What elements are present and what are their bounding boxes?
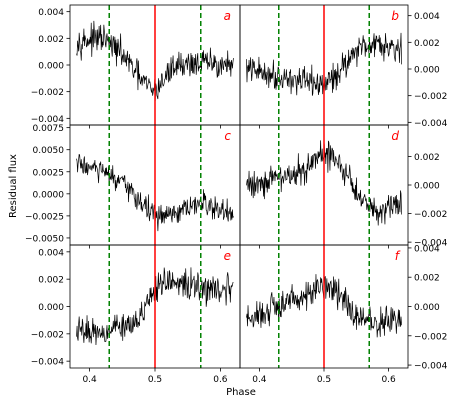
y-tick-label: −0.002 xyxy=(31,88,64,98)
panel-letter: a xyxy=(224,9,231,23)
y-tick-label: 0.004 xyxy=(414,244,440,254)
panel-a: −0.004 −0.002 0.000 0.002 0.004 a xyxy=(31,4,241,129)
x-tick-label: 0.6 xyxy=(381,375,396,385)
y-tick-label: 0.002 xyxy=(38,35,64,45)
x-tick-label: 0.5 xyxy=(148,375,162,385)
y-tick-label: 0.002 xyxy=(414,39,440,49)
y-tick-label: −0.002 xyxy=(414,92,447,102)
y-tick-label: 0.000 xyxy=(38,303,64,313)
panel-c: −0.0050 −0.0025 0.0000 0.0025 0.0050 0.0075 c xyxy=(25,124,241,249)
y-tick-label: 0.0000 xyxy=(33,190,65,200)
panel-letter: c xyxy=(224,129,231,143)
panel-letter: e xyxy=(224,249,231,263)
x-axis-label: Phase xyxy=(226,387,256,398)
x-tick-label: 0.4 xyxy=(82,375,97,385)
y-tick-label: 0.002 xyxy=(414,274,440,284)
y-tick-label: 0.000 xyxy=(414,182,440,192)
y-tick-label: −0.0025 xyxy=(25,212,64,222)
x-tick-label: 0.5 xyxy=(317,375,331,385)
y-tick-label: −0.004 xyxy=(414,239,448,249)
y-tick-label: 0.0025 xyxy=(33,168,65,178)
y-tick-label: 0.004 xyxy=(414,12,440,22)
panel-b: −0.004 −0.002 0.000 0.002 0.004 b xyxy=(239,4,448,129)
y-tick-label: 0.002 xyxy=(414,153,440,163)
y-tick-label: 0.000 xyxy=(414,303,440,313)
y-tick-label: 0.000 xyxy=(414,66,440,76)
y-tick-label: −0.004 xyxy=(31,115,65,125)
y-axis-label: Residual flux xyxy=(8,154,19,218)
x-tick-label: 0.4 xyxy=(252,375,267,385)
x-tick-label: 0.6 xyxy=(213,375,228,385)
panel-letter: f xyxy=(395,249,401,263)
y-tick-label: 0.000 xyxy=(38,62,64,72)
y-tick-label: −0.004 xyxy=(414,362,448,372)
y-tick-label: −0.004 xyxy=(414,119,448,129)
y-tick-label: −0.002 xyxy=(414,332,447,342)
panel-letter: d xyxy=(391,129,399,143)
panel-e: −0.004 −0.002 0.000 0.002 0.004 0.4 0.5 0.6 e xyxy=(31,244,241,385)
y-tick-label: 0.0075 xyxy=(33,124,65,134)
panel-d: −0.004 −0.002 0.000 0.002 d xyxy=(239,124,448,249)
y-tick-label: −0.0050 xyxy=(25,234,64,244)
y-tick-label: −0.002 xyxy=(414,210,447,220)
y-tick-label: 0.004 xyxy=(38,248,64,258)
y-tick-label: 0.0050 xyxy=(33,146,65,156)
y-tick-label: 0.002 xyxy=(38,276,64,286)
panel-f: −0.004 −0.002 0.000 0.002 0.004 0.4 0.5 0.6 f xyxy=(239,244,448,385)
y-tick-label: 0.004 xyxy=(38,8,64,18)
y-tick-label: −0.002 xyxy=(31,330,64,340)
panel-letter: b xyxy=(391,9,399,23)
y-tick-label: −0.004 xyxy=(31,358,65,368)
